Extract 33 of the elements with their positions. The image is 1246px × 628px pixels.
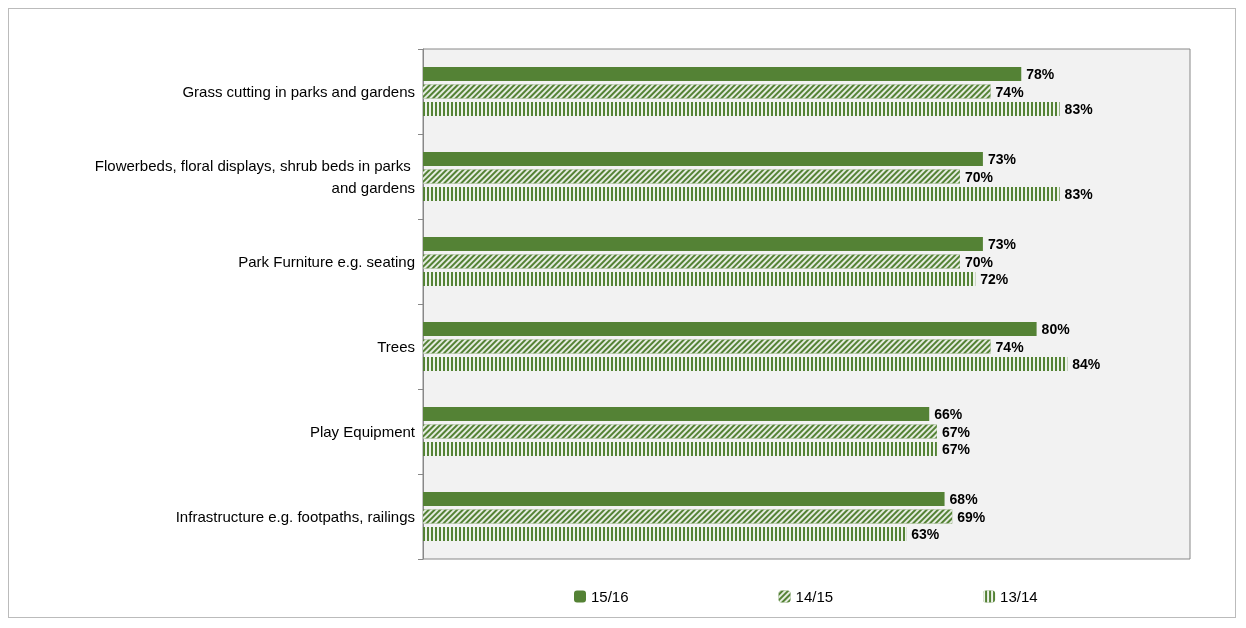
data-label: 84% xyxy=(1072,356,1101,372)
legend-label: 13/14 xyxy=(1000,588,1038,605)
bar xyxy=(423,152,983,166)
data-label: 74% xyxy=(995,338,1025,355)
data-label: 69% xyxy=(957,508,986,525)
bar xyxy=(423,237,983,251)
legend-label: 14/15 xyxy=(795,588,834,605)
y-tick-label: Trees xyxy=(377,338,415,355)
data-label: 72% xyxy=(980,271,1009,287)
bar xyxy=(423,492,945,506)
y-tick-label: Flowerbeds, floral displays, shrub beds in parks and gardens xyxy=(94,157,415,196)
data-label: 73% xyxy=(987,236,1017,252)
y-tick-label: Grass cutting in parks and gardens xyxy=(182,83,415,100)
data-label: 67% xyxy=(941,441,971,457)
data-label: 66% xyxy=(934,406,963,422)
data-label: 80% xyxy=(1041,321,1071,337)
data-label: 83% xyxy=(1064,186,1094,202)
y-tick-label: Play Equipment xyxy=(309,423,416,440)
data-label: 63% xyxy=(911,526,940,542)
data-label: 73% xyxy=(987,151,1017,167)
data-label: 74% xyxy=(995,83,1025,100)
data-label: 70% xyxy=(964,168,994,185)
y-tick-label: Infrastructure e.g. footpaths, railings xyxy=(175,508,415,525)
data-label: 83% xyxy=(1064,101,1094,117)
data-label: 78% xyxy=(1026,66,1055,82)
bar xyxy=(423,67,1022,81)
bar xyxy=(423,322,1037,336)
data-label: 68% xyxy=(949,491,979,507)
legend-label: 15/16 xyxy=(591,588,629,605)
bar xyxy=(423,407,930,421)
data-label: 70% xyxy=(964,253,994,270)
data-label: 67% xyxy=(941,423,971,440)
y-tick-label: Park Furniture e.g. seating xyxy=(238,253,415,270)
